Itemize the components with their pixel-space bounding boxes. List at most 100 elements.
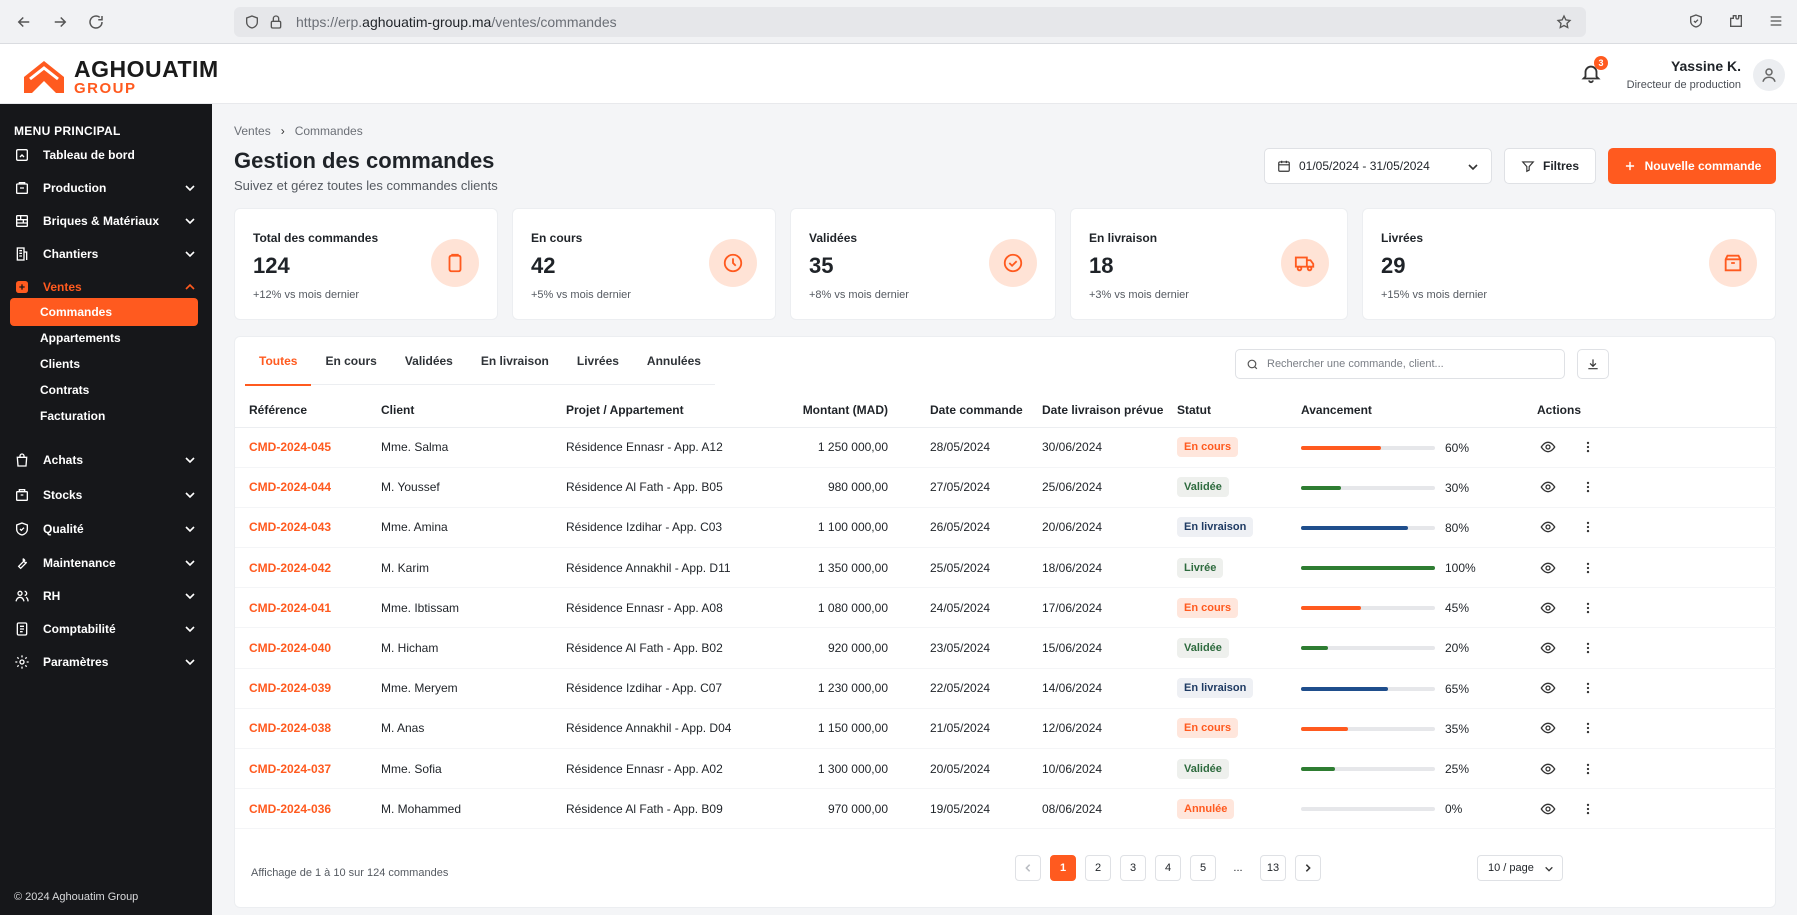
- menu-hamburger-icon[interactable]: [1763, 8, 1789, 34]
- next-page-button[interactable]: [1295, 855, 1321, 881]
- col-statut[interactable]: Statut: [1177, 393, 1301, 428]
- view-eye-icon[interactable]: [1537, 476, 1559, 498]
- sidebar-item-achats[interactable]: Achats: [0, 445, 212, 475]
- sidebar-subitem-facturation[interactable]: Facturation: [40, 409, 106, 423]
- date-range-picker[interactable]: 01/05/2024 - 31/05/2024: [1264, 148, 1492, 184]
- forward-icon[interactable]: [46, 8, 74, 36]
- sidebar-item-stocks[interactable]: Stocks: [0, 480, 212, 510]
- page-button-4[interactable]: 4: [1155, 855, 1181, 881]
- more-options-icon[interactable]: [1577, 798, 1599, 820]
- page-button-1[interactable]: 1: [1050, 855, 1076, 881]
- sidebar-item-parametres[interactable]: Paramètres: [0, 647, 212, 677]
- more-options-icon[interactable]: [1577, 717, 1599, 739]
- breadcrumb-item-ventes[interactable]: Ventes: [234, 124, 271, 138]
- sidebar-item-tableau-de-bord[interactable]: Tableau de bord: [0, 140, 212, 170]
- page-button-13[interactable]: 13: [1260, 855, 1286, 881]
- table-row[interactable]: CMD-2024-037 Mme. Sofia Résidence Ennasr -…: [235, 748, 1777, 790]
- amount: 1 230 000,00: [756, 668, 888, 709]
- sidebar-item-qualite[interactable]: Qualité: [0, 514, 212, 544]
- more-options-icon[interactable]: [1577, 516, 1599, 538]
- page-button-3[interactable]: 3: [1120, 855, 1146, 881]
- sidebar-subitem-appartements[interactable]: Appartements: [40, 331, 121, 345]
- sidebar-item-rh[interactable]: RH: [0, 581, 212, 611]
- search-input[interactable]: [1267, 358, 1547, 370]
- table-row[interactable]: CMD-2024-040 M. Hicham Résidence Al Fath -…: [235, 627, 1777, 669]
- user-info[interactable]: Yassine K. Directeur de production: [1627, 58, 1741, 91]
- order-reference-link[interactable]: CMD-2024-043: [249, 520, 332, 535]
- more-options-icon[interactable]: [1577, 436, 1599, 458]
- col-client[interactable]: Client: [381, 393, 566, 428]
- more-options-icon[interactable]: [1577, 476, 1599, 498]
- col-montant[interactable]: Montant (MAD): [756, 393, 888, 428]
- sidebar-subitem-commandes[interactable]: Commandes: [10, 298, 198, 326]
- table-row[interactable]: CMD-2024-043 Mme. Amina Résidence Izdihar …: [235, 507, 1777, 549]
- sidebar-subitem-contrats[interactable]: Contrats: [40, 383, 90, 397]
- table-row[interactable]: CMD-2024-039 Mme. Meryem Résidence Izdihar…: [235, 668, 1777, 709]
- tab-annulees[interactable]: Annulées: [646, 354, 701, 368]
- order-reference-link[interactable]: CMD-2024-044: [249, 480, 332, 495]
- order-reference-link[interactable]: CMD-2024-036: [249, 801, 332, 816]
- tab-toutes[interactable]: Toutes: [245, 337, 312, 386]
- user-avatar-icon[interactable]: [1753, 59, 1785, 91]
- sidebar-item-production[interactable]: Production: [0, 173, 212, 203]
- filters-button[interactable]: Filtres: [1504, 148, 1596, 184]
- order-reference-link[interactable]: CMD-2024-041: [249, 600, 332, 615]
- table-row[interactable]: CMD-2024-044 M. Youssef Résidence Al Fath …: [235, 467, 1777, 508]
- order-reference-link[interactable]: CMD-2024-040: [249, 641, 332, 656]
- extensions-puzzle-icon[interactable]: [1723, 8, 1749, 34]
- view-eye-icon[interactable]: [1537, 436, 1559, 458]
- prev-page-button[interactable]: [1015, 855, 1041, 881]
- view-eye-icon[interactable]: [1537, 637, 1559, 659]
- page-button-5[interactable]: 5: [1190, 855, 1216, 881]
- download-button[interactable]: [1577, 349, 1609, 379]
- view-eye-icon[interactable]: [1537, 798, 1559, 820]
- view-eye-icon[interactable]: [1537, 516, 1559, 538]
- table-row[interactable]: CMD-2024-042 M. Karim Résidence Annakhil -…: [235, 547, 1777, 589]
- order-reference-link[interactable]: CMD-2024-045: [249, 440, 332, 455]
- view-eye-icon[interactable]: [1537, 557, 1559, 579]
- view-eye-icon[interactable]: [1537, 677, 1559, 699]
- table-row[interactable]: CMD-2024-038 M. Anas Résidence Annakhil - …: [235, 708, 1777, 750]
- col-date-commande[interactable]: Date commande: [888, 393, 1042, 428]
- tab-en-cours[interactable]: En cours: [325, 354, 377, 368]
- order-reference-link[interactable]: CMD-2024-042: [249, 560, 332, 575]
- per-page-select[interactable]: 10 / page: [1477, 855, 1563, 881]
- col-avancement[interactable]: Avancement: [1301, 393, 1537, 428]
- table-row[interactable]: CMD-2024-036 M. Mohammed Résidence Al Fath…: [235, 788, 1777, 830]
- more-options-icon[interactable]: [1577, 758, 1599, 780]
- sidebar-item-maintenance[interactable]: Maintenance: [0, 548, 212, 578]
- search-box[interactable]: [1235, 349, 1565, 379]
- view-eye-icon[interactable]: [1537, 597, 1559, 619]
- new-order-button[interactable]: Nouvelle commande: [1608, 148, 1776, 184]
- sidebar-item-briques-materiaux[interactable]: Briques & Matériaux: [0, 206, 212, 236]
- col-reference[interactable]: Référence: [235, 393, 381, 428]
- sidebar-item-chantiers[interactable]: Chantiers: [0, 239, 212, 269]
- page-button-2[interactable]: 2: [1085, 855, 1111, 881]
- order-reference-link[interactable]: CMD-2024-037: [249, 761, 332, 776]
- view-eye-icon[interactable]: [1537, 717, 1559, 739]
- table-row[interactable]: CMD-2024-041 Mme. Ibtissam Résidence Ennas…: [235, 587, 1777, 629]
- tab-livrees[interactable]: Livrées: [576, 354, 619, 368]
- sidebar-subitem-clients[interactable]: Clients: [40, 357, 81, 371]
- notifications-bell-icon[interactable]: 3: [1580, 56, 1608, 88]
- view-eye-icon[interactable]: [1537, 758, 1559, 780]
- more-options-icon[interactable]: [1577, 677, 1599, 699]
- tab-validees[interactable]: Validées: [404, 354, 453, 368]
- extension-shield-icon[interactable]: [1683, 8, 1709, 34]
- col-projet[interactable]: Projet / Appartement: [566, 393, 756, 428]
- order-reference-link[interactable]: CMD-2024-038: [249, 721, 332, 736]
- tab-en-livraison[interactable]: En livraison: [480, 354, 549, 368]
- sidebar-item-ventes[interactable]: Ventes: [0, 272, 212, 302]
- more-options-icon[interactable]: [1577, 597, 1599, 619]
- back-icon[interactable]: [10, 8, 38, 36]
- reload-icon[interactable]: [82, 8, 110, 36]
- col-date-livraison[interactable]: Date livraison prévue: [1042, 393, 1177, 428]
- more-options-icon[interactable]: [1577, 557, 1599, 579]
- address-bar[interactable]: https://erp.aghouatim-group.ma/ventes/co…: [234, 7, 1586, 37]
- more-options-icon[interactable]: [1577, 637, 1599, 659]
- sidebar-item-comptabilite[interactable]: Comptabilité: [0, 614, 212, 644]
- company-logo[interactable]: AGHOUATIM GROUP: [22, 58, 219, 96]
- order-reference-link[interactable]: CMD-2024-039: [249, 681, 332, 696]
- table-row[interactable]: CMD-2024-045 Mme. Salma Résidence Ennasr -…: [235, 427, 1777, 468]
- bookmark-star-icon[interactable]: [1552, 10, 1576, 34]
